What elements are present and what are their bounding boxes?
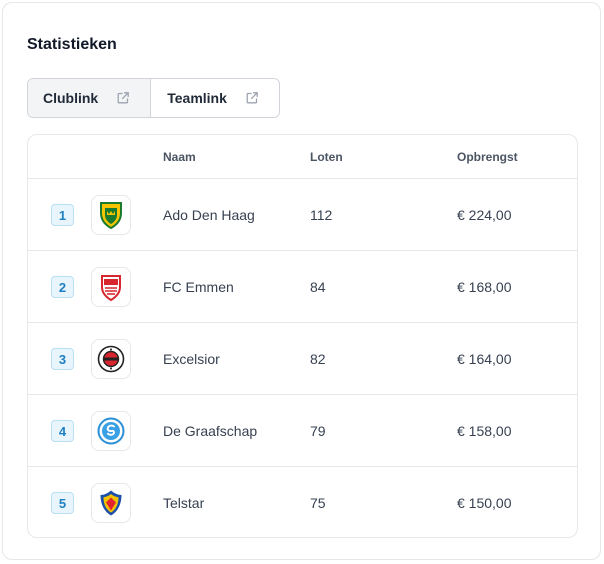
excelsior-logo [91,339,131,379]
clublink-button[interactable]: Clublink [28,79,151,117]
table-row: 3 Excelsior 82 € 164,00 [28,323,577,395]
header-opbrengst: Opbrengst [457,150,518,164]
opbrengst-value: € 164,00 [457,351,512,367]
rank-badge: 1 [51,204,74,226]
table-row: 5 Telstar 75 € 150,00 [28,467,577,537]
loten-value: 84 [310,279,326,295]
team-name: Excelsior [163,351,220,367]
team-name: FC Emmen [163,279,234,295]
team-name: Telstar [163,495,205,511]
table-row: 1 Ado Den Haag 112 € 224,00 [28,179,577,251]
team-name: Ado Den Haag [163,207,255,223]
panel-title: Statistieken [27,36,117,53]
loten-value: 75 [310,495,326,511]
rank-badge: 4 [51,420,74,442]
ado-den-haag-logo [91,195,131,235]
link-button-group: Clublink Teamlink [27,78,280,118]
clublink-label: Clublink [43,90,99,106]
opbrengst-value: € 150,00 [457,495,512,511]
loten-value: 82 [310,351,326,367]
rank-badge: 2 [51,276,74,298]
table-row: 2 FC Emmen 84 € 168,00 [28,251,577,323]
table-header: Naam Loten Opbrengst [28,135,577,179]
fc-emmen-logo [91,267,131,307]
loten-value: 79 [310,423,326,439]
header-loten: Loten [310,150,343,164]
opbrengst-value: € 168,00 [457,279,512,295]
de-graafschap-logo [91,411,131,451]
loten-value: 112 [310,207,333,223]
statistics-table: Naam Loten Opbrengst 1 Ado Den Haag 112 … [27,134,578,538]
external-link-icon [116,91,130,105]
team-name: De Graafschap [163,423,258,439]
opbrengst-value: € 158,00 [457,423,512,439]
rank-badge: 5 [51,492,74,514]
teamlink-button[interactable]: Teamlink [150,79,279,117]
opbrengst-value: € 224,00 [457,207,512,223]
table-row: 4 De Graafschap 79 € 158,00 [28,395,577,467]
external-link-icon [245,91,259,105]
teamlink-label: Teamlink [167,90,227,106]
rank-badge: 3 [51,348,74,370]
telstar-logo [91,483,131,523]
header-naam: Naam [163,150,196,164]
